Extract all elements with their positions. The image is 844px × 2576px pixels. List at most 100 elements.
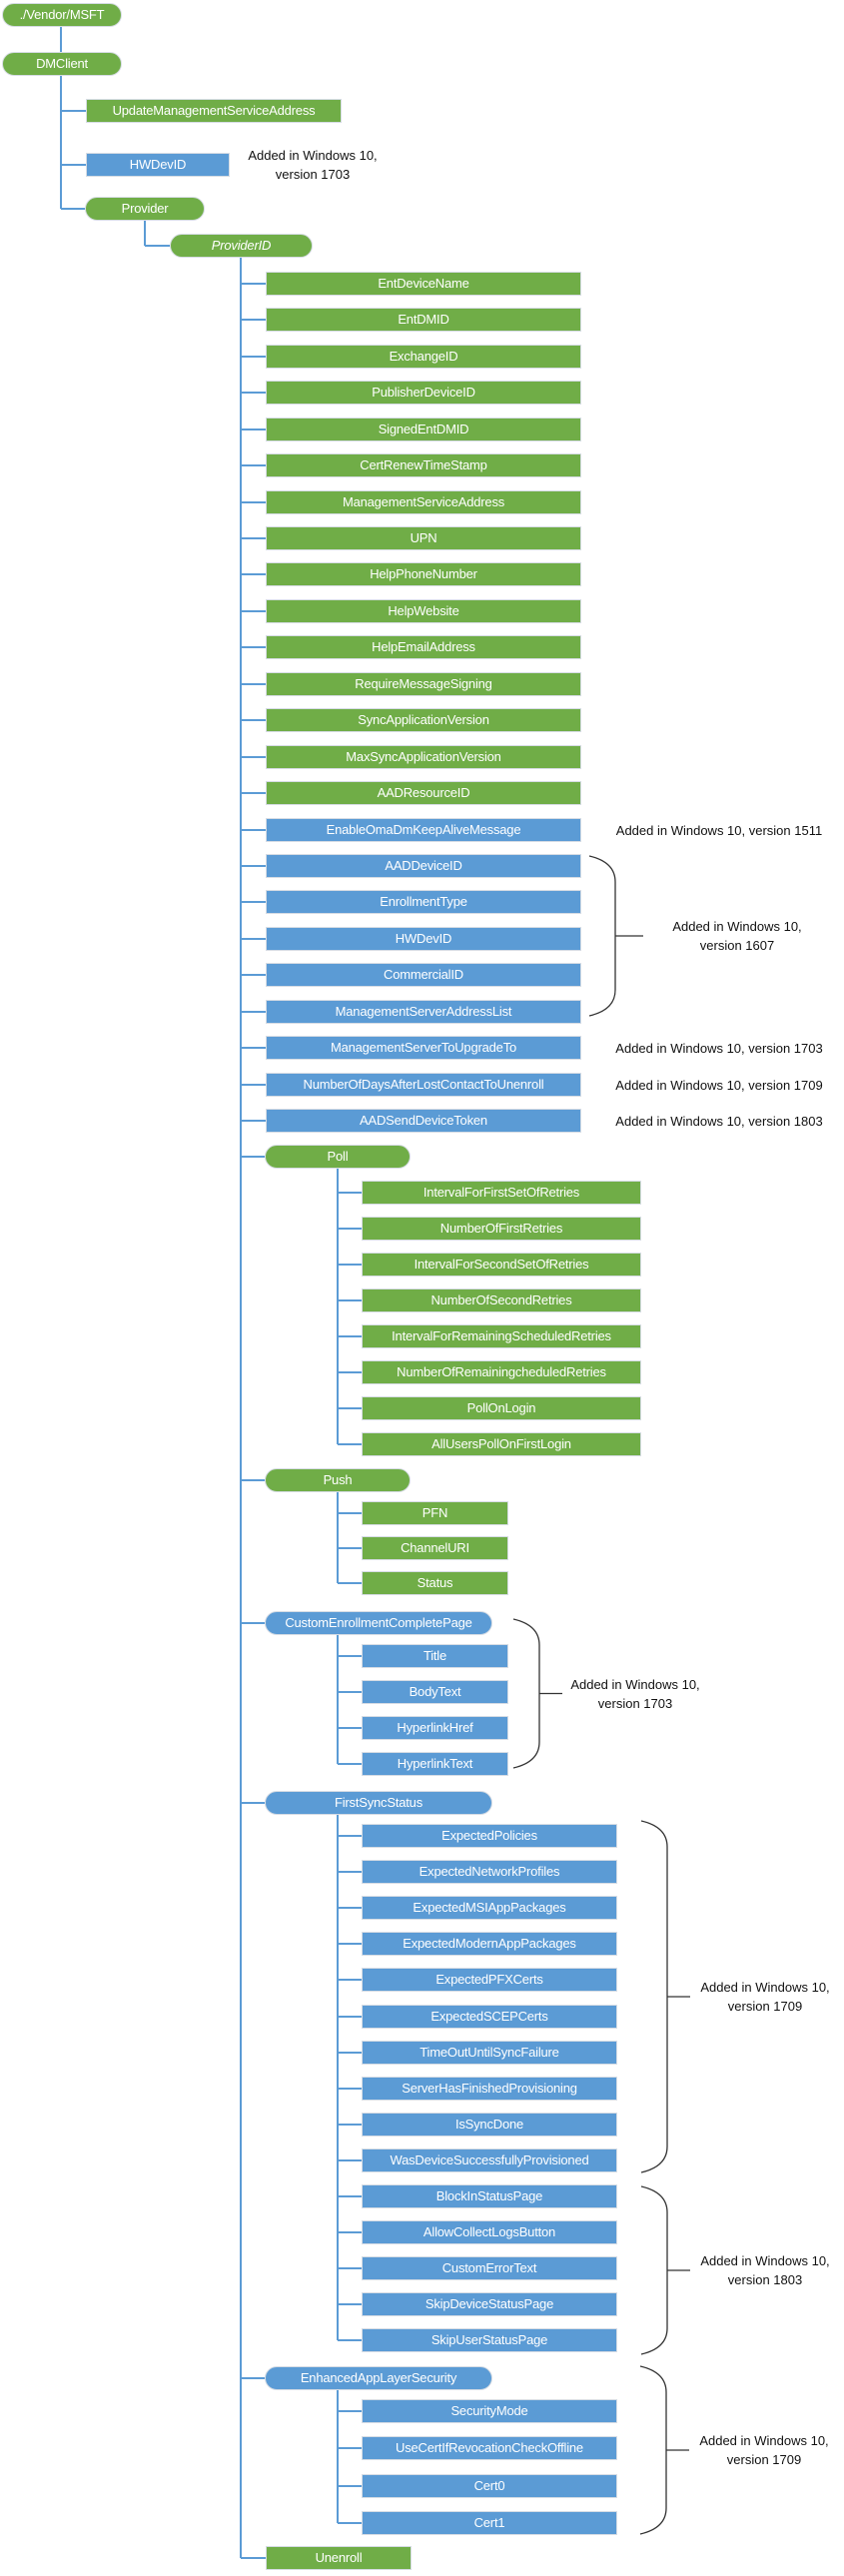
node-management-service-address: ManagementServiceAddress bbox=[266, 490, 581, 514]
version-note: Added in Windows 10, version 1709 bbox=[615, 1076, 822, 1095]
version-note-line: Added in Windows 10, version 1511 bbox=[615, 822, 823, 838]
version-note: Added in Windows 10, version 1703 bbox=[570, 1675, 699, 1713]
node-server-has-finished-provisioning: ServerHasFinishedProvisioning bbox=[362, 2077, 617, 2101]
node-aadresource-id: AADResourceID bbox=[266, 781, 581, 805]
node-skip-user-status-page: SkipUserStatusPage bbox=[362, 2328, 617, 2352]
node-signed-ent-dmid: SignedEntDMID bbox=[266, 418, 581, 441]
node-expected-pfxcerts: ExpectedPFXCerts bbox=[362, 1968, 617, 1992]
version-note: Added in Windows 10, version 1703 bbox=[248, 146, 377, 184]
version-note-line: Added in Windows 10, bbox=[700, 1980, 830, 1995]
node-aadsend-device-token: AADSendDeviceToken bbox=[266, 1109, 581, 1133]
node-time-out-until-sync-failure: TimeOutUntilSyncFailure bbox=[362, 2041, 617, 2065]
node-all-users-poll-on-first-login: AllUsersPollOnFirstLogin bbox=[362, 1432, 641, 1456]
node-hyperlink-text: HyperlinkText bbox=[362, 1752, 508, 1776]
node-ent-dmid: EntDMID bbox=[266, 308, 581, 332]
node-commercial-id: CommercialID bbox=[266, 963, 581, 987]
node-upn: UPN bbox=[266, 526, 581, 550]
group-brace bbox=[640, 1820, 668, 2173]
node-title: Title bbox=[362, 1644, 508, 1668]
node-exchange-id: ExchangeID bbox=[266, 345, 581, 369]
node-was-device-successfully-provisioned: WasDeviceSuccessfullyProvisioned bbox=[362, 2148, 617, 2172]
node-cert-renew-time-stamp: CertRenewTimeStamp bbox=[266, 453, 581, 477]
node-management-server-to-upgrade-to: ManagementServerToUpgradeTo bbox=[266, 1036, 581, 1060]
version-note-line: Added in Windows 10, version 1703 bbox=[615, 1040, 823, 1056]
node-enhanced-app-layer-security: EnhancedAppLayerSecurity bbox=[265, 2366, 492, 2390]
node-poll-on-login: PollOnLogin bbox=[362, 1396, 641, 1420]
version-note: Added in Windows 10, version 1511 bbox=[616, 821, 822, 840]
node-enable-oma-dm-keep-alive-message: EnableOmaDmKeepAliveMessage bbox=[266, 818, 581, 842]
node-poll: Poll bbox=[265, 1145, 411, 1169]
node-is-sync-done: IsSyncDone bbox=[362, 2113, 617, 2137]
node-dmclient: DMClient bbox=[2, 52, 122, 76]
node-cert1: Cert1 bbox=[362, 2511, 617, 2535]
node-ent-device-name: EntDeviceName bbox=[266, 272, 581, 296]
node-first-sync-status: FirstSyncStatus bbox=[265, 1791, 492, 1815]
node-custom-error-text: CustomErrorText bbox=[362, 2256, 617, 2280]
node-help-phone-number: HelpPhoneNumber bbox=[266, 562, 581, 586]
node-status: Status bbox=[362, 1571, 508, 1595]
node-require-message-signing: RequireMessageSigning bbox=[266, 672, 581, 696]
version-note-line: version 1703 bbox=[597, 1695, 673, 1711]
node-channel-uri: ChannelURI bbox=[362, 1536, 508, 1560]
node-hwdev-id: HWDevID bbox=[266, 927, 581, 951]
node-use-cert-if-revocation-check-offline: UseCertIfRevocationCheckOffline bbox=[362, 2436, 617, 2460]
version-note-line: version 1703 bbox=[275, 167, 351, 182]
version-note-line: Added in Windows 10, bbox=[672, 919, 802, 934]
node-expected-modern-app-packages: ExpectedModernAppPackages bbox=[362, 1932, 617, 1956]
node-unenroll: Unenroll bbox=[266, 2546, 412, 2570]
node-update-management-service-address: UpdateManagementServiceAddress bbox=[86, 99, 342, 123]
node-provider-id: ProviderID bbox=[170, 234, 313, 258]
node-hyperlink-href: HyperlinkHref bbox=[362, 1716, 508, 1740]
version-note-line: version 1803 bbox=[727, 2272, 803, 2287]
version-note: Added in Windows 10, version 1709 bbox=[700, 1978, 829, 2016]
node-custom-enrollment-complete-page: CustomEnrollmentCompletePage bbox=[265, 1611, 492, 1635]
node-interval-for-second-set-of-retries: IntervalForSecondSetOfRetries bbox=[362, 1253, 641, 1277]
node-number-of-first-retries: NumberOfFirstRetries bbox=[362, 1217, 641, 1241]
version-note: Added in Windows 10, version 1703 bbox=[615, 1039, 822, 1058]
node-interval-for-remaining-scheduled-retries: IntervalForRemainingScheduledRetries bbox=[362, 1324, 641, 1348]
node-block-in-status-page: BlockInStatusPage bbox=[362, 2184, 617, 2208]
group-brace bbox=[512, 1618, 540, 1769]
node-security-mode: SecurityMode bbox=[362, 2399, 617, 2423]
node-publisher-device-id: PublisherDeviceID bbox=[266, 381, 581, 405]
node-skip-device-status-page: SkipDeviceStatusPage bbox=[362, 2292, 617, 2316]
node-help-email-address: HelpEmailAddress bbox=[266, 635, 581, 659]
node-enrollment-type: EnrollmentType bbox=[266, 890, 581, 914]
group-brace bbox=[588, 855, 616, 1017]
version-note: Added in Windows 10, version 1803 bbox=[615, 1112, 822, 1131]
group-brace bbox=[639, 2365, 667, 2535]
version-note-line: Added in Windows 10, version 1709 bbox=[615, 1077, 823, 1093]
node-help-website: HelpWebsite bbox=[266, 599, 581, 623]
node-max-sync-application-version: MaxSyncApplicationVersion bbox=[266, 745, 581, 769]
node-expected-policies: ExpectedPolicies bbox=[362, 1824, 617, 1848]
node-allow-collect-logs-button: AllowCollectLogsButton bbox=[362, 2220, 617, 2244]
version-note-line: Added in Windows 10, bbox=[248, 148, 378, 163]
group-brace bbox=[640, 2185, 668, 2355]
version-note-line: Added in Windows 10, version 1803 bbox=[615, 1113, 823, 1129]
node-provider: Provider bbox=[85, 197, 205, 221]
version-note: Added in Windows 10, version 1803 bbox=[700, 2251, 829, 2289]
version-note: Added in Windows 10, version 1607 bbox=[672, 917, 801, 955]
node-expected-scepcerts: ExpectedSCEPCerts bbox=[362, 2005, 617, 2029]
node-vendor-msft: ./Vendor/MSFT bbox=[2, 3, 122, 27]
version-note-line: Added in Windows 10, bbox=[570, 1676, 700, 1692]
version-note-line: Added in Windows 10, bbox=[700, 2253, 830, 2268]
node-sync-application-version: SyncApplicationVersion bbox=[266, 708, 581, 732]
version-note-line: version 1607 bbox=[699, 938, 775, 953]
node-aaddevice-id: AADDeviceID bbox=[266, 854, 581, 878]
version-note: Added in Windows 10, version 1709 bbox=[699, 2431, 828, 2469]
node-number-of-remainingcheduled-retries: NumberOfRemainingcheduledRetries bbox=[362, 1360, 641, 1384]
node-expected-network-profiles: ExpectedNetworkProfiles bbox=[362, 1860, 617, 1884]
node-number-of-days-after-lost-contact-to-unenroll: NumberOfDaysAfterLostContactToUnenroll bbox=[266, 1073, 581, 1097]
version-note-line: Added in Windows 10, bbox=[699, 2433, 829, 2448]
node-pfn: PFN bbox=[362, 1501, 508, 1525]
version-note-line: version 1709 bbox=[727, 1999, 803, 2014]
node-management-server-address-list: ManagementServerAddressList bbox=[266, 1000, 581, 1024]
version-note-line: version 1709 bbox=[726, 2452, 802, 2467]
node-number-of-second-retries: NumberOfSecondRetries bbox=[362, 1288, 641, 1312]
node-push: Push bbox=[265, 1468, 411, 1492]
node-interval-for-first-set-of-retries: IntervalForFirstSetOfRetries bbox=[362, 1181, 641, 1205]
node-body-text: BodyText bbox=[362, 1680, 508, 1704]
node-hwdev-id: HWDevID bbox=[86, 153, 230, 177]
